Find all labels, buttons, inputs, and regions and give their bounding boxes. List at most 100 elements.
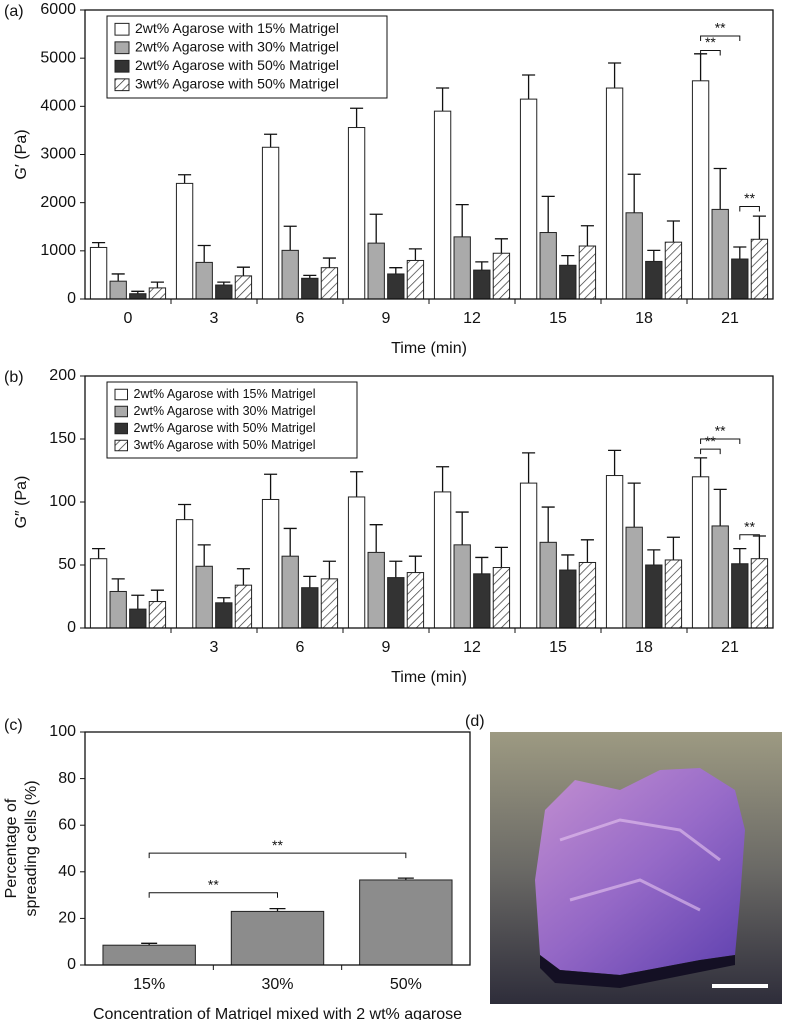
bar xyxy=(129,293,147,300)
bar xyxy=(731,258,749,300)
panel-label: (b) xyxy=(4,369,24,386)
bar xyxy=(281,249,299,300)
bar xyxy=(605,475,624,629)
bar xyxy=(711,208,729,300)
bar xyxy=(711,525,729,629)
y-tick-label: 50 xyxy=(58,556,76,573)
y-axis-label: Percentage of xyxy=(3,798,20,898)
x-tick-label: 18 xyxy=(635,310,653,327)
y-axis-label: G′ (Pa) xyxy=(13,129,30,179)
bar xyxy=(215,284,233,300)
bar xyxy=(645,260,663,300)
bar xyxy=(261,146,280,300)
legend-label: 3wt% Agarose with 50% Matrigel xyxy=(135,75,339,91)
panel-label: (c) xyxy=(4,717,23,734)
y-tick-label: 2000 xyxy=(40,194,76,211)
panel-label: (a) xyxy=(4,3,24,20)
bar xyxy=(519,482,538,629)
gel-highlight xyxy=(559,818,721,912)
legend-label: 2wt% Agarose with 50% Matrigel xyxy=(134,421,316,435)
legend-swatch xyxy=(114,388,128,401)
bar xyxy=(301,587,319,629)
y-tick-label: 100 xyxy=(49,493,76,510)
legend-swatch xyxy=(114,422,128,435)
bar xyxy=(492,567,511,629)
bar xyxy=(281,555,299,629)
x-tick-label: 12 xyxy=(463,310,481,327)
significance-label: ** xyxy=(705,433,716,449)
bar xyxy=(559,569,577,629)
significance-bracket xyxy=(148,852,407,859)
legend-label: 2wt% Agarose with 15% Matrigel xyxy=(134,387,316,401)
bar xyxy=(578,561,597,629)
bar xyxy=(625,212,643,300)
bar xyxy=(129,608,147,629)
significance-label: ** xyxy=(715,20,726,36)
bar xyxy=(559,264,577,300)
legend-label: 2wt% Agarose with 15% Matrigel xyxy=(135,20,339,36)
y-axis-label: G″ (Pa) xyxy=(13,476,30,529)
bar xyxy=(148,601,167,629)
bar xyxy=(359,879,453,966)
y-tick-label: 80 xyxy=(58,770,76,787)
bar xyxy=(387,577,405,629)
bar xyxy=(453,544,471,629)
x-tick-label: 21 xyxy=(721,310,739,327)
x-tick-label: 15 xyxy=(549,310,567,327)
bar xyxy=(664,241,683,300)
significance-label: ** xyxy=(208,876,219,892)
legend-swatch xyxy=(114,78,130,92)
y-tick-label: 200 xyxy=(49,367,76,384)
x-tick-label: 9 xyxy=(382,310,391,327)
y-tick-label: 4000 xyxy=(40,98,76,115)
legend-swatch xyxy=(114,439,128,452)
bar xyxy=(406,572,425,629)
bar xyxy=(195,565,213,629)
y-tick-label: 40 xyxy=(58,863,76,880)
y-tick-label: 5000 xyxy=(40,49,76,66)
photo xyxy=(490,732,782,1004)
bar xyxy=(433,491,452,629)
x-axis-label: Concentration of Matrigel mixed with 2 w… xyxy=(93,1006,462,1020)
y-tick-label: 6000 xyxy=(40,1,76,18)
y-tick-label: 3000 xyxy=(40,146,76,163)
y-tick-label: 0 xyxy=(67,619,76,636)
bar xyxy=(492,252,511,300)
bar xyxy=(625,526,643,629)
significance-bracket xyxy=(700,49,721,56)
bar xyxy=(89,558,108,629)
y-tick-label: 20 xyxy=(58,910,76,927)
x-axis-label: Time (min) xyxy=(391,669,467,686)
bar xyxy=(301,277,319,300)
bar xyxy=(102,944,196,966)
bar xyxy=(539,232,557,300)
bar xyxy=(691,476,710,629)
legend-swatch xyxy=(114,41,130,55)
legend-label: 2wt% Agarose with 30% Matrigel xyxy=(135,38,339,54)
significance-bracket xyxy=(148,892,278,898)
y-tick-label: 0 xyxy=(67,290,76,307)
significance-bracket xyxy=(700,438,741,444)
bar xyxy=(148,287,167,300)
significance-label: ** xyxy=(272,837,283,853)
legend-label: 2wt% Agarose with 50% Matrigel xyxy=(135,57,339,73)
significance-bracket xyxy=(700,35,741,42)
bar xyxy=(109,590,127,629)
y-axis-label: spreading cells (%) xyxy=(23,780,40,916)
bar xyxy=(175,182,194,300)
y-tick-label: 150 xyxy=(49,430,76,447)
x-tick-label: 3 xyxy=(210,310,219,327)
gel-base xyxy=(540,955,735,988)
x-tick-label: 9 xyxy=(382,639,391,656)
bar xyxy=(230,910,325,966)
plot-frame xyxy=(84,375,774,629)
panel-label: (d) xyxy=(465,713,485,730)
legend-label: 3wt% Agarose with 50% Matrigel xyxy=(134,438,316,452)
y-tick-label: 60 xyxy=(58,816,76,833)
bar xyxy=(664,559,683,629)
bar xyxy=(387,273,405,300)
x-tick-label: 50% xyxy=(390,976,422,993)
bar xyxy=(539,541,557,629)
